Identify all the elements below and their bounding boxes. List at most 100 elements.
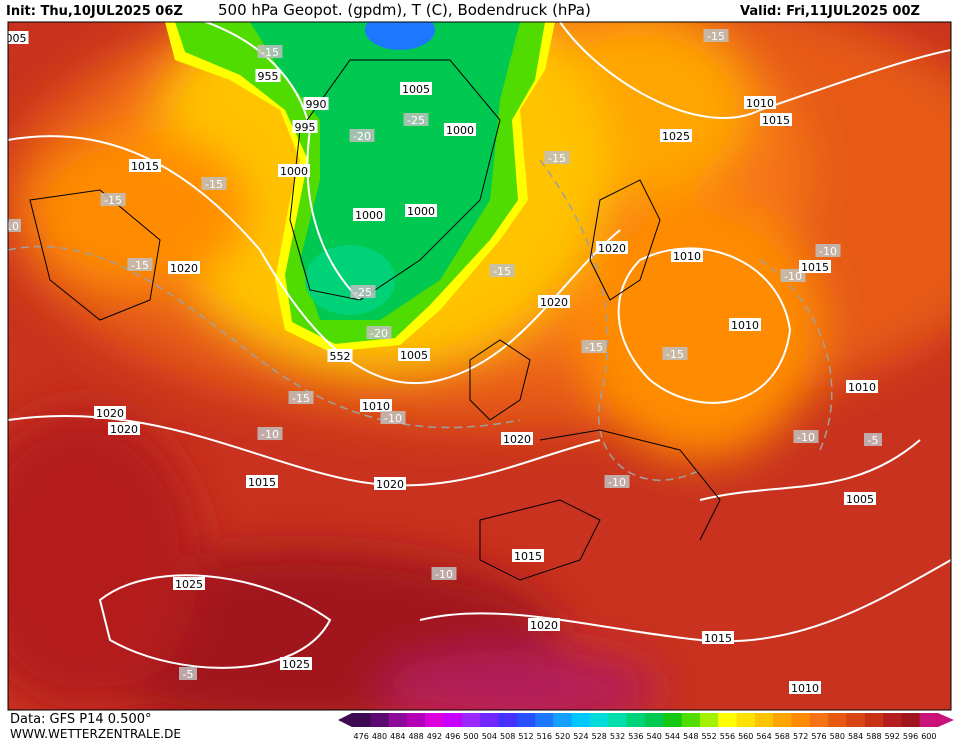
- map-label-text: 1020: [598, 242, 626, 255]
- map-label-text: -5: [183, 668, 194, 681]
- map-label-bg: [729, 318, 761, 331]
- legend-swatch: [663, 713, 683, 727]
- map-label-text: 1015: [248, 476, 276, 489]
- legend-label: 540: [647, 732, 662, 741]
- map-label-bg: [366, 326, 392, 339]
- legend-label: 556: [720, 732, 735, 741]
- map-label-bg: [844, 492, 876, 505]
- map-label: -15: [662, 347, 688, 361]
- map-label: 1015: [129, 159, 161, 173]
- map-label: -15: [288, 391, 314, 405]
- map-label-text: 1015: [514, 550, 542, 563]
- data-source: Data: GFS P14 0.500°: [10, 712, 152, 727]
- map-label-text: -10: [784, 270, 802, 283]
- map-label-text: -15: [104, 194, 122, 207]
- legend-swatch: [699, 713, 719, 727]
- map-label: -15: [201, 177, 227, 191]
- map-label: 005: [6, 31, 29, 45]
- map-label: 1015: [702, 631, 734, 645]
- map-label-bg: [512, 549, 544, 562]
- map-label-text: 1000: [355, 209, 383, 222]
- map-label: 1020: [168, 261, 200, 275]
- map-label: 1020: [94, 406, 126, 420]
- map-label: 1010: [789, 681, 821, 695]
- map-label-text: 1000: [407, 205, 435, 218]
- map-label-bg: [360, 399, 392, 412]
- map-label: -20: [366, 326, 392, 340]
- map-label-text: 552: [330, 350, 351, 363]
- map-label-text: 1020: [503, 433, 531, 446]
- map-label-text: 1020: [540, 296, 568, 309]
- map-label-text: -15: [493, 265, 511, 278]
- map-label-bg: [380, 411, 406, 424]
- map-label: -20: [349, 129, 375, 143]
- legend-label: 580: [830, 732, 845, 741]
- legend-label: 584: [848, 732, 863, 741]
- field-green-inner: [250, 22, 520, 320]
- isobars: [8, 22, 951, 669]
- map-label: 1020: [596, 241, 628, 255]
- map-label-bg: [538, 295, 570, 308]
- map-label: 1000: [278, 164, 310, 178]
- legend-swatch: [480, 713, 499, 727]
- legend-swatch: [864, 713, 884, 727]
- map-label-bg: [604, 475, 630, 488]
- legend-label: 488: [408, 732, 423, 741]
- map-label-bg: [528, 618, 560, 631]
- map-label: 1025: [280, 657, 312, 671]
- map-label-text: 1020: [110, 423, 138, 436]
- legend-swatch: [425, 713, 445, 727]
- map-label-bg: [353, 208, 385, 221]
- map-label: 1020: [528, 618, 560, 632]
- map-label-bg: [350, 285, 376, 298]
- map-label-bg: [179, 667, 197, 680]
- map-label: -25: [350, 285, 376, 299]
- legend-swatch: [553, 713, 573, 727]
- map-label-bg: [94, 406, 126, 419]
- legend-label: 536: [628, 732, 643, 741]
- field-cold-top: [365, 22, 435, 50]
- map-label-text: -20: [353, 130, 371, 143]
- legend-swatch: [828, 713, 847, 727]
- map-label: -15: [127, 258, 153, 272]
- map-label-bg: [760, 113, 792, 126]
- map-label-bg: [292, 120, 318, 133]
- legend-swatch: [388, 713, 408, 727]
- map-label-bg: [303, 97, 329, 110]
- legend-swatch: [590, 713, 609, 727]
- map-label-bg: [374, 477, 406, 490]
- legend-label: 564: [756, 732, 771, 741]
- map-label-text: 1015: [762, 114, 790, 127]
- map-label: -10: [257, 427, 283, 441]
- legend-label: 572: [793, 732, 808, 741]
- map-label: -10: [793, 430, 819, 444]
- map-label: -15: [489, 264, 515, 278]
- legend-label: 600: [921, 732, 936, 741]
- map-label-text: 1010: [848, 381, 876, 394]
- map-label-bg: [744, 96, 776, 109]
- legend-swatch: [773, 713, 792, 727]
- map-label-bg: [405, 204, 437, 217]
- legend-label: 560: [738, 732, 753, 741]
- legend-label: 532: [610, 732, 625, 741]
- map-label-bg: [288, 391, 314, 404]
- map-label: 10: [8, 219, 21, 233]
- map-label: -15: [544, 151, 570, 165]
- map-label-bg: [793, 430, 819, 443]
- legend-label: 544: [665, 732, 680, 741]
- map-label-bg: [201, 177, 227, 190]
- map-label-text: 005: [6, 32, 27, 45]
- map-label-bg: [789, 681, 821, 694]
- map-label-bg: [8, 31, 29, 44]
- map-label-bg: [398, 348, 430, 361]
- map-label: -5: [179, 667, 197, 681]
- legend-swatch: [535, 713, 554, 727]
- legend-label: 520: [555, 732, 570, 741]
- map-label: 1005: [400, 82, 432, 96]
- map-label: 1000: [444, 123, 476, 137]
- map-label-bg: [255, 69, 281, 82]
- map-label-bg: [864, 433, 882, 446]
- map-label: 1015: [799, 260, 831, 274]
- map-label-text: 1010: [791, 682, 819, 695]
- map-label-bg: [100, 193, 126, 206]
